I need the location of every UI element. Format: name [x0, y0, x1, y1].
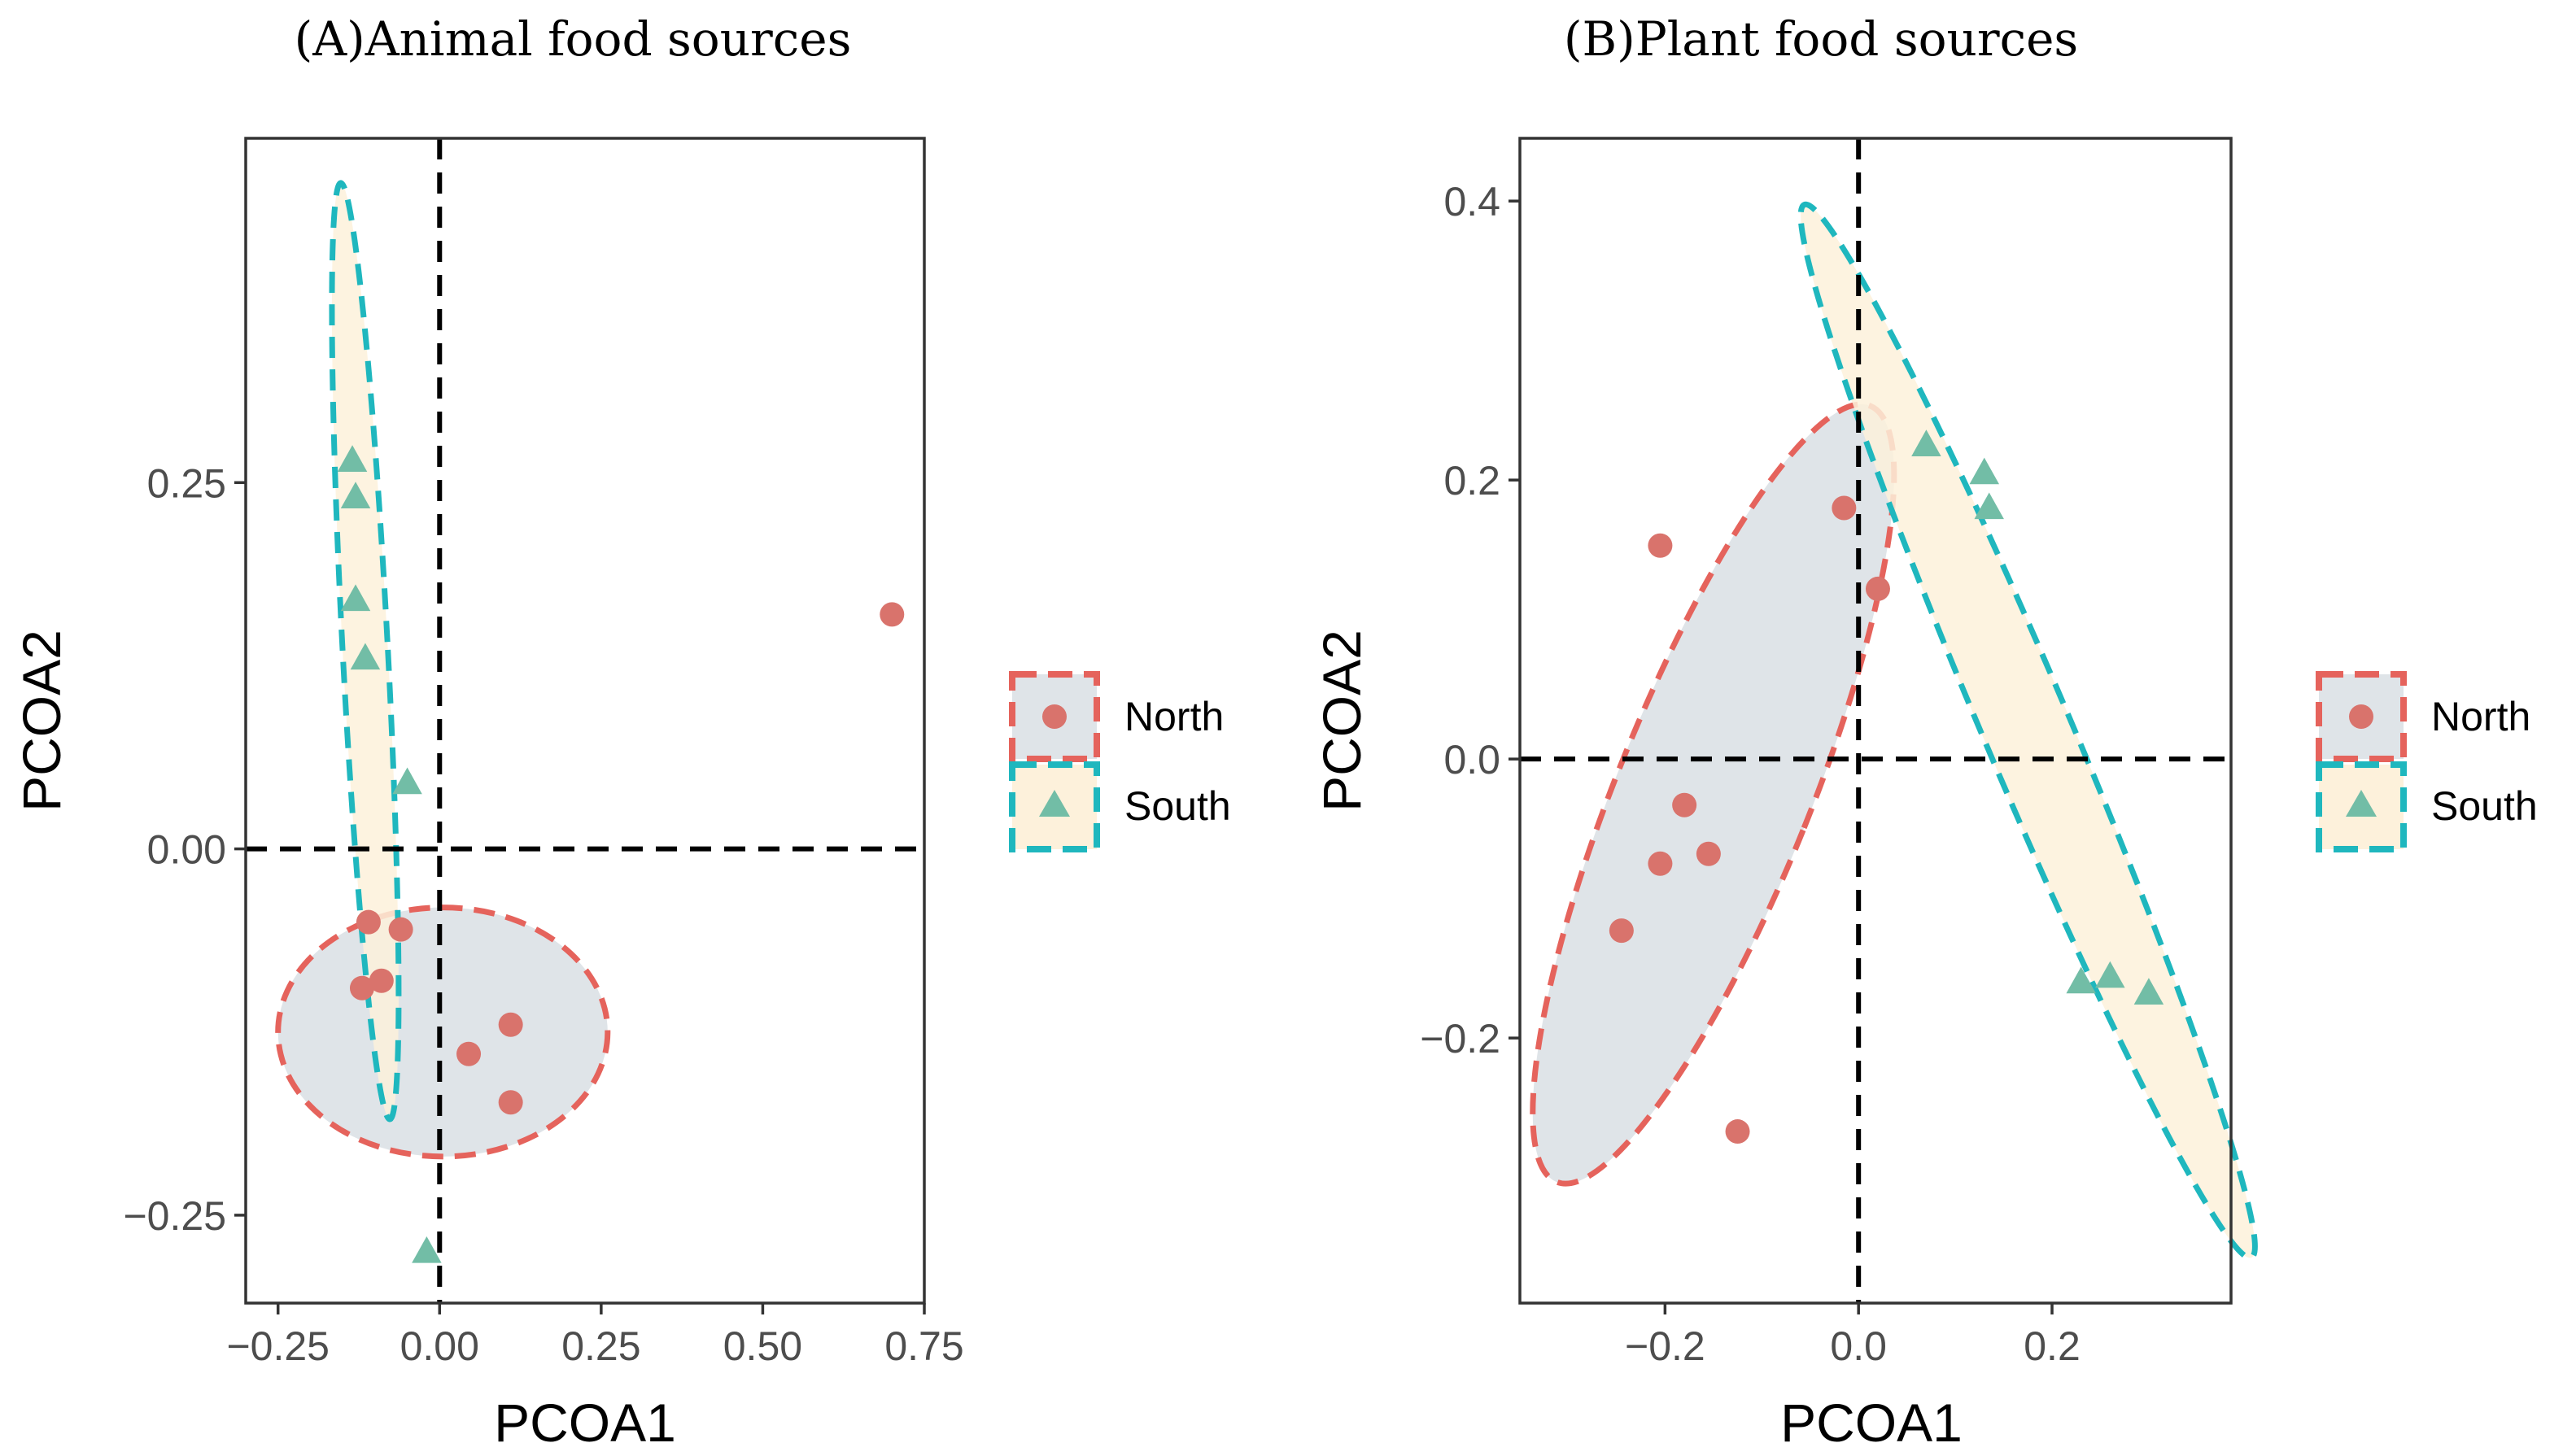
south-point — [2095, 961, 2125, 988]
south-point — [392, 767, 422, 795]
legend-point-south — [1039, 790, 1070, 817]
south-point — [1911, 429, 1941, 456]
legend-point-north — [1042, 704, 1067, 729]
north-point — [1696, 841, 1721, 866]
x-tick-label: 0.0 — [1830, 1323, 1887, 1369]
panel-b-x-axis-label: PCOA1 — [1780, 1393, 1963, 1453]
north-point — [880, 602, 905, 627]
north-point — [1648, 851, 1673, 876]
south-point — [2066, 966, 2096, 994]
y-tick-label: −0.25 — [123, 1193, 226, 1239]
panel-a-y-axis-label: PCOA2 — [11, 630, 72, 812]
south-point — [1974, 492, 2004, 520]
south-point — [1969, 457, 2000, 485]
x-tick-label: 0.00 — [400, 1323, 479, 1369]
north-point — [1672, 792, 1697, 817]
y-tick-label: 0.25 — [147, 460, 226, 506]
north-point — [1832, 495, 1857, 521]
panel-b-x-tick-labels: −0.2 0.0 0.2 — [1625, 1323, 2081, 1369]
panel-a-title: (A)Animal food sources — [295, 11, 852, 67]
x-tick-label: −0.25 — [226, 1323, 330, 1369]
north-point — [498, 1090, 523, 1115]
panel-b-points — [1609, 429, 2164, 1144]
north-point — [498, 1012, 523, 1037]
panel-b-y-axis-label: PCOA2 — [1312, 630, 1372, 812]
panel-b: (B)Plant food sources −0.2 0.0 0.2 −0.2 … — [1312, 11, 2538, 1453]
north-ellipse — [275, 905, 611, 1160]
north-point — [349, 975, 374, 1000]
y-tick-label: 0.0 — [1443, 737, 1500, 782]
legend-label-north: North — [1124, 694, 1224, 739]
legend-label-north: North — [2431, 694, 2530, 739]
y-tick-label: −0.2 — [1420, 1016, 1500, 1061]
legend-point-north — [2349, 704, 2373, 729]
north-point — [369, 968, 394, 993]
panel-a-x-tick-labels: −0.25 0.00 0.25 0.50 0.75 — [226, 1323, 963, 1369]
legend-point-south — [2346, 790, 2377, 817]
panel-b-zero-lines — [1520, 138, 2231, 1303]
south-point — [350, 643, 381, 670]
y-tick-label: 0.2 — [1443, 458, 1500, 503]
x-tick-label: 0.75 — [884, 1323, 963, 1369]
panel-a-zero-lines — [246, 138, 924, 1303]
legend-key-south — [2316, 761, 2407, 852]
north-point — [456, 1041, 482, 1066]
x-tick-label: 0.2 — [2024, 1323, 2081, 1369]
south-point — [340, 584, 371, 612]
south-point — [412, 1236, 442, 1263]
panel-b-title: (B)Plant food sources — [1564, 11, 2078, 67]
panel-b-legend: North South — [2316, 671, 2538, 852]
panel-a-points — [337, 445, 905, 1263]
south-point — [340, 482, 371, 508]
x-tick-label: 0.50 — [723, 1323, 802, 1369]
legend-label-south: South — [1124, 783, 1231, 829]
legend-label-south: South — [2431, 783, 2538, 829]
panel-b-ticks — [1509, 199, 2054, 1314]
y-tick-label: 0.00 — [147, 827, 226, 873]
panel-a-ticks — [234, 481, 926, 1314]
panel-a-x-axis-label: PCOA1 — [494, 1393, 676, 1453]
north-point — [1648, 533, 1673, 558]
panel-a-y-tick-labels: −0.25 0.00 0.25 — [123, 460, 226, 1239]
south-point — [2133, 978, 2164, 1005]
north-point — [356, 909, 381, 935]
x-tick-label: 0.25 — [561, 1323, 640, 1369]
panel-a: (A)Animal food sources −0.25 0.00 0.25 0… — [11, 11, 1231, 1453]
panel-a-legend: North South — [1009, 671, 1231, 852]
panel-b-frame — [1518, 137, 2233, 1305]
panel-a-frame — [244, 137, 926, 1305]
x-tick-label: −0.2 — [1625, 1323, 1705, 1369]
y-tick-label: 0.4 — [1443, 179, 1500, 225]
north-point — [1725, 1119, 1750, 1144]
south-point — [337, 445, 368, 472]
north-point — [1865, 576, 1890, 601]
panel-b-y-tick-labels: −0.2 0.0 0.2 0.4 — [1420, 179, 1500, 1061]
north-point — [388, 917, 413, 942]
north-point — [1609, 918, 1634, 944]
